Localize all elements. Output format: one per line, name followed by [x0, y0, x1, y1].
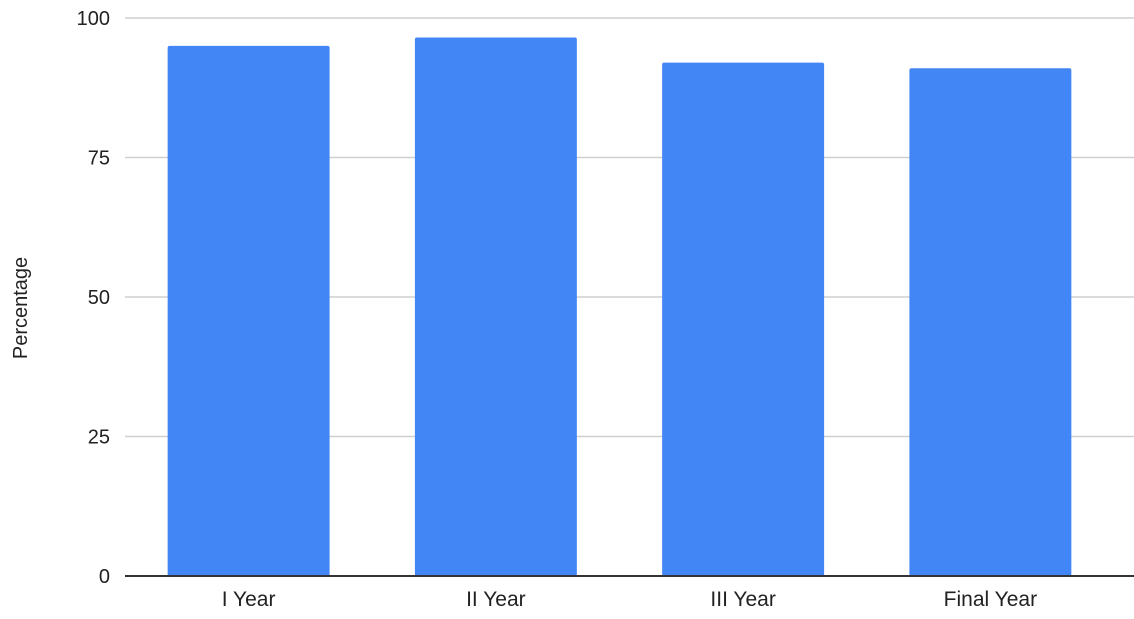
y-tick-label: 75: [88, 148, 110, 170]
bar: [909, 68, 1072, 576]
y-tick-label: 0: [99, 566, 110, 588]
bar: [414, 37, 577, 576]
axes: 0 25 50 75 100 I Year II Year III Year Final Yea…: [77, 8, 1134, 611]
y-tick-label: 25: [88, 427, 110, 449]
x-tick-label: I Year: [222, 588, 276, 611]
y-tick-label: 100: [77, 8, 110, 30]
y-axis-title: Percentage: [10, 257, 32, 359]
x-tick-label: III Year: [710, 588, 775, 611]
y-tick-label: 50: [88, 287, 110, 309]
bars: [167, 37, 1072, 576]
bar: [167, 45, 330, 576]
bar: [662, 62, 825, 576]
x-tick-label: Final Year: [944, 588, 1037, 611]
x-tick-label: II Year: [466, 588, 526, 611]
